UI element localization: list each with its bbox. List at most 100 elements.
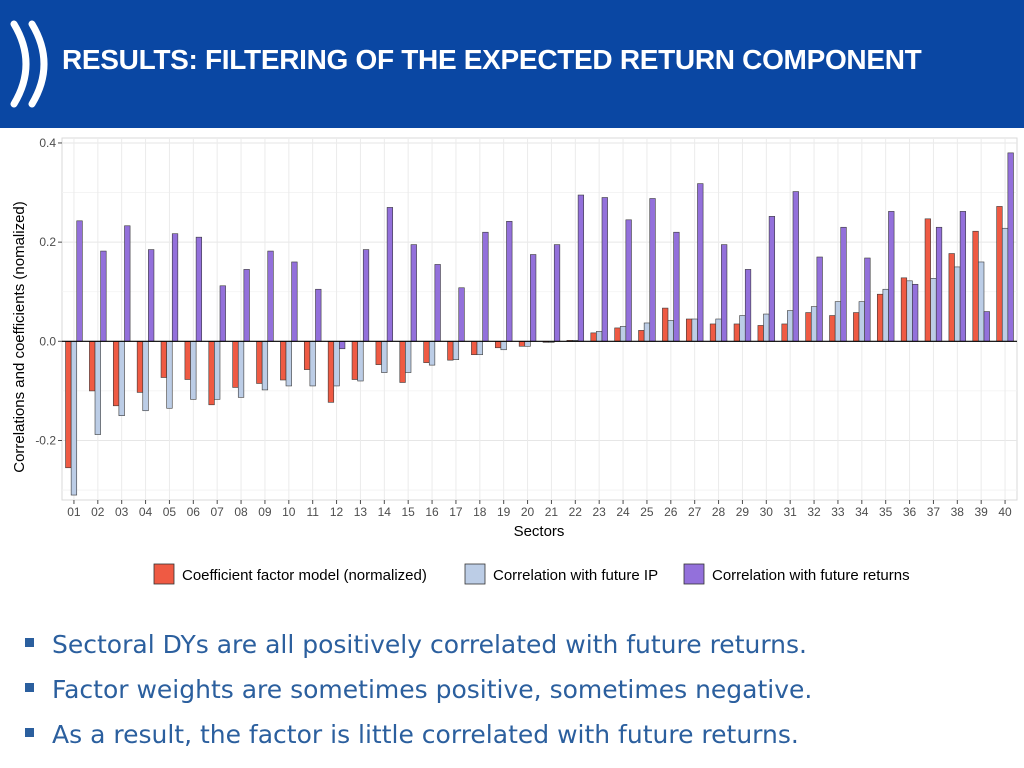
bar <box>983 311 990 342</box>
bars <box>65 152 1014 496</box>
x-tick-label: 35 <box>879 505 893 519</box>
bar <box>810 306 818 342</box>
x-tick-label: 26 <box>664 505 678 519</box>
bullet-item: Factor weights are sometimes positive, s… <box>22 667 1012 712</box>
bar <box>697 183 704 342</box>
bar <box>614 327 621 342</box>
bar <box>1001 227 1009 342</box>
bar <box>900 277 908 342</box>
bar <box>882 288 889 342</box>
bar <box>763 313 770 342</box>
bar <box>906 280 913 342</box>
bar <box>858 301 865 342</box>
bullet-square-icon <box>25 683 34 692</box>
bar <box>184 341 191 380</box>
bar <box>596 331 603 342</box>
x-tick-label: 30 <box>760 505 774 519</box>
x-tick-label: 33 <box>831 505 845 519</box>
bar <box>261 341 269 391</box>
bar <box>190 341 197 400</box>
bar <box>685 318 693 342</box>
bar-chart: -0.2 0.0 0.2 0.4 01 02 03 04 05 06 07 08 09 10 11 12 13… <box>11 136 1018 585</box>
bar <box>405 341 412 373</box>
bar <box>333 341 340 387</box>
bar <box>590 332 597 342</box>
bar <box>948 253 955 342</box>
x-axis-ticks: 01 02 03 04 05 06 07 08 09 10 11 12 13 14 15 16 17 18 19 20… <box>67 500 1012 519</box>
bar <box>715 318 722 342</box>
bar <box>256 341 263 384</box>
x-tick-label: 27 <box>688 505 702 519</box>
bar <box>339 341 346 350</box>
bar <box>351 341 358 380</box>
bar <box>619 326 627 342</box>
bar <box>506 221 513 342</box>
x-tick-label: 20 <box>521 505 535 519</box>
bar <box>935 226 943 342</box>
bar <box>214 341 221 400</box>
x-tick-label: 22 <box>569 505 583 519</box>
slide-title: RESULTS: FILTERING OF THE EXPECTED RETUR… <box>62 44 922 75</box>
legend-label-coefficient: Coefficient factor model (normalized) <box>182 567 427 584</box>
bar <box>787 310 794 342</box>
bar <box>744 269 752 342</box>
x-tick-label: 37 <box>927 505 941 519</box>
bar <box>721 244 728 342</box>
bar <box>649 198 656 342</box>
bar <box>195 236 203 342</box>
x-tick-label: 34 <box>855 505 869 519</box>
x-tick-label: 04 <box>139 505 153 519</box>
bar <box>553 244 561 342</box>
x-tick-label: 09 <box>258 505 272 519</box>
bar <box>458 287 465 342</box>
bar <box>577 194 585 342</box>
bar <box>136 341 144 393</box>
bar <box>530 254 537 342</box>
bullet-text: As a result, the factor is little correl… <box>52 720 799 749</box>
bar <box>876 293 884 342</box>
slide-header: RESULTS: FILTERING OF THE EXPECTED RETUR… <box>0 0 1024 128</box>
bar <box>70 341 78 496</box>
bar <box>638 330 645 342</box>
y-tick-label: 0.2 <box>39 235 56 249</box>
x-tick-label: 36 <box>903 505 917 519</box>
x-tick-label: 39 <box>975 505 989 519</box>
x-tick-label: 01 <box>67 505 81 519</box>
bar <box>476 341 483 356</box>
bar <box>100 250 107 342</box>
bar <box>118 341 125 417</box>
bar <box>625 219 632 342</box>
bar <box>410 244 417 342</box>
bar <box>840 226 847 342</box>
legend-label-ip: Correlation with future IP <box>493 567 658 584</box>
legend-swatch-coefficient <box>153 563 175 585</box>
bar <box>864 257 871 342</box>
x-tick-label: 28 <box>712 505 726 519</box>
bar <box>112 341 120 407</box>
bar <box>399 341 406 383</box>
bar <box>434 264 441 342</box>
bar <box>781 323 788 342</box>
bar <box>601 197 608 342</box>
legend-swatch-returns <box>683 563 705 585</box>
x-tick-label: 25 <box>640 505 654 519</box>
bar <box>954 266 961 342</box>
x-tick-label: 21 <box>545 505 559 519</box>
bar <box>1007 152 1014 342</box>
bar <box>237 341 245 398</box>
bar <box>267 250 274 342</box>
bar <box>912 283 919 342</box>
bar <box>494 341 502 349</box>
bar <box>375 341 382 365</box>
x-tick-label: 10 <box>282 505 296 519</box>
legend: Coefficient factor model (normalized) Co… <box>153 563 910 585</box>
bar <box>643 322 651 342</box>
bar <box>673 231 680 342</box>
x-tick-label: 40 <box>998 505 1012 519</box>
x-axis-title: Sectors <box>514 523 565 540</box>
legend-item-returns: Correlation with future returns <box>683 563 910 585</box>
x-tick-label: 18 <box>473 505 487 519</box>
brand-logo-icon <box>10 20 48 108</box>
x-tick-label: 24 <box>616 505 630 519</box>
bar <box>816 256 823 342</box>
